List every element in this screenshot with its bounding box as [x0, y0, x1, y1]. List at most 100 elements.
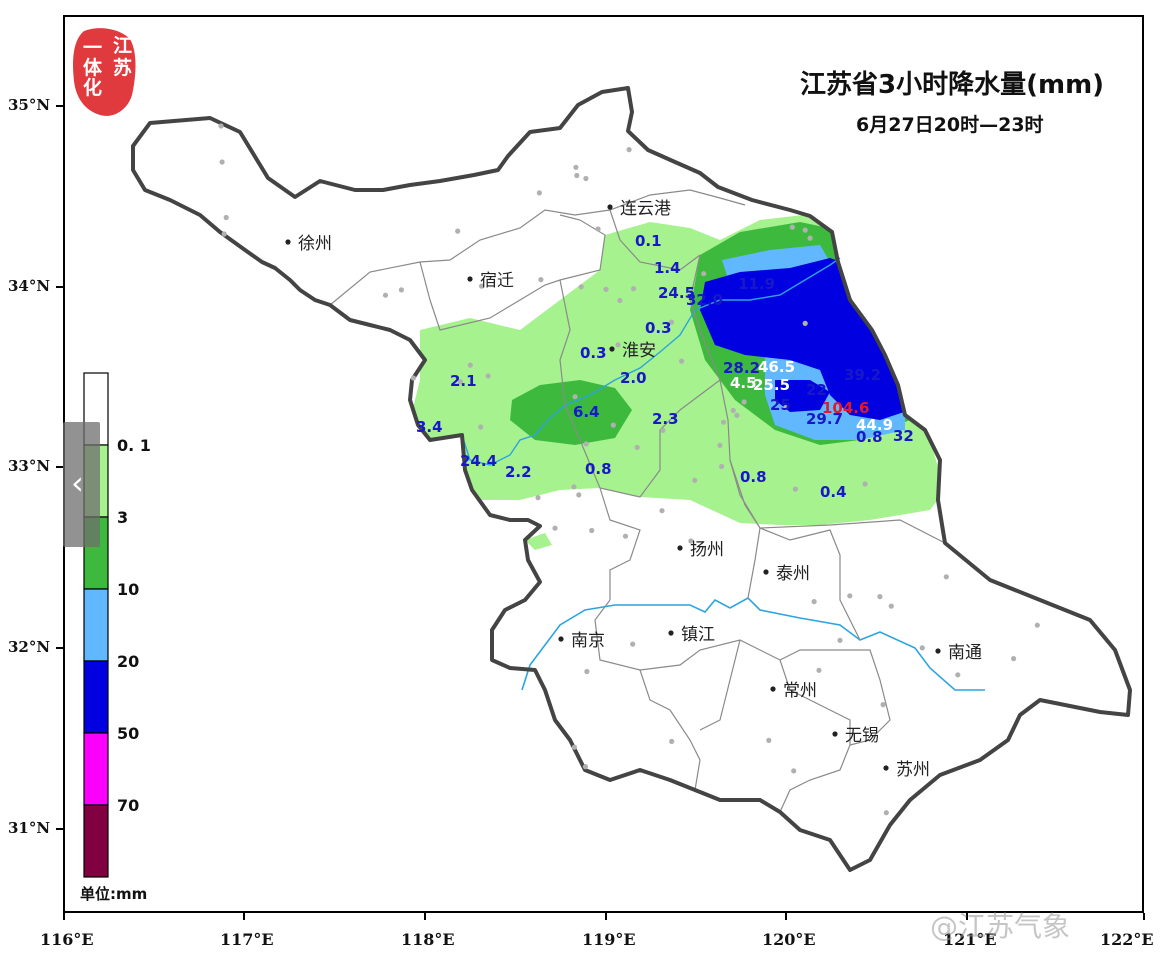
- city-marker: [467, 276, 473, 282]
- city-label: 无锡: [845, 726, 879, 746]
- station-dot: [792, 486, 799, 492]
- lon-label-116: 116°E: [40, 930, 94, 949]
- station-value-label: 32: [893, 427, 914, 445]
- station-dot: [847, 593, 853, 599]
- legend-swatch-light-blue: [83, 588, 109, 662]
- station-dot: [589, 527, 595, 534]
- station-value-label: 2.1: [450, 372, 477, 390]
- station-dot: [669, 738, 675, 745]
- station-value-label: 3.4: [416, 418, 443, 436]
- station-dot: [455, 228, 461, 234]
- station-dot: [802, 227, 808, 233]
- yangtze-river: [521, 597, 985, 691]
- station-dot: [603, 286, 609, 292]
- station-dot: [811, 599, 817, 605]
- lon-label-121: 121°E: [943, 930, 997, 949]
- legend-unit: 单位:mm: [80, 885, 148, 903]
- previous-image-button[interactable]: ‹: [63, 422, 100, 547]
- legend-label-50: 50: [117, 724, 140, 743]
- station-dot: [584, 668, 590, 675]
- station-dot: [631, 286, 637, 292]
- station-value-layer: 0.1 1.4 24.532.0 0.3 0.3 2.1 2.0 6.4 2.3 3.4 24.4 2…: [416, 232, 914, 501]
- city-label: 徐州: [298, 234, 332, 254]
- station-dot: [955, 672, 961, 678]
- city-label: 南京: [571, 631, 605, 651]
- station-dots: [218, 123, 1040, 816]
- station-value-label: 39.2: [844, 366, 881, 384]
- station-dot: [630, 641, 636, 647]
- station-dot: [634, 444, 640, 450]
- station-dot: [679, 358, 685, 364]
- station-value-label: 2.2: [505, 463, 532, 481]
- rain-band-storm-2: [775, 380, 830, 412]
- station-value-label: 0.8: [740, 468, 767, 486]
- city-label: 常州: [783, 681, 817, 701]
- lat-label-33: 33°N: [8, 457, 51, 475]
- city-marker: [763, 569, 769, 575]
- legend-swatch-magenta: [83, 732, 109, 806]
- station-dot: [802, 320, 808, 326]
- station-dot: [719, 463, 725, 470]
- station-dot: [582, 764, 589, 770]
- rain-band-light-south: [525, 533, 552, 550]
- station-value-label: 32.0: [686, 291, 723, 309]
- city-label: 泰州: [776, 564, 810, 584]
- station-dot: [615, 342, 621, 348]
- lon-label-120: 120°E: [762, 930, 816, 949]
- station-value-label: 2.0: [620, 369, 647, 387]
- station-dot: [536, 190, 543, 196]
- chevron-left-icon: ‹: [71, 464, 84, 502]
- station-dot: [574, 172, 580, 179]
- station-dot: [720, 419, 727, 425]
- city-marker: [558, 636, 564, 642]
- province-boundary: [131, 86, 1132, 872]
- station-dot: [880, 702, 886, 708]
- station-dot: [888, 603, 894, 609]
- station-value-label: 0.8: [856, 428, 883, 446]
- legend-label-70: 70: [117, 796, 140, 815]
- station-dot: [741, 399, 747, 405]
- station-dot: [766, 737, 772, 744]
- station-dot: [734, 412, 740, 418]
- legend-label-0-1: 0. 1: [117, 436, 151, 455]
- station-dot: [572, 394, 578, 400]
- city-marker: [832, 731, 838, 737]
- station-dot: [535, 495, 541, 501]
- station-value-label: 44.9: [856, 416, 893, 434]
- legend-label-10: 10: [117, 580, 140, 599]
- station-value-label: 2.3: [652, 410, 679, 428]
- station-dot: [688, 538, 694, 544]
- map-subtitle: 6月27日20时—23时: [856, 114, 1044, 136]
- city-label: 扬州: [690, 540, 724, 560]
- city-label: 淮安: [622, 341, 656, 361]
- city-marker: [285, 239, 291, 245]
- precipitation-field: [410, 214, 945, 550]
- station-dot: [398, 287, 404, 293]
- city-label: 镇江: [681, 625, 715, 645]
- station-value-label: 0.3: [645, 319, 672, 337]
- station-dot: [571, 484, 577, 490]
- station-dot: [1034, 622, 1040, 628]
- station-dot: [837, 637, 843, 643]
- legend-label-20: 20: [117, 652, 140, 671]
- station-value-label: 0.3: [580, 344, 607, 362]
- station-dot: [538, 277, 544, 283]
- station-value-label: 24.4: [460, 452, 497, 470]
- city-marker: [883, 765, 889, 771]
- station-dot: [883, 810, 889, 816]
- station-dot: [943, 574, 949, 580]
- lat-label-32: 32°N: [8, 638, 51, 656]
- watermark: @江苏气象: [930, 910, 1071, 943]
- lon-label-118: 118°E: [401, 930, 455, 949]
- station-dot: [626, 147, 632, 153]
- station-dot: [789, 224, 795, 230]
- station-dot: [382, 292, 389, 298]
- station-dot: [862, 481, 868, 487]
- station-dot: [595, 226, 601, 232]
- station-dot: [692, 477, 698, 483]
- axis-ticks: [56, 105, 1145, 920]
- lon-label-117: 117°E: [220, 930, 274, 949]
- city-boundaries: [329, 189, 946, 813]
